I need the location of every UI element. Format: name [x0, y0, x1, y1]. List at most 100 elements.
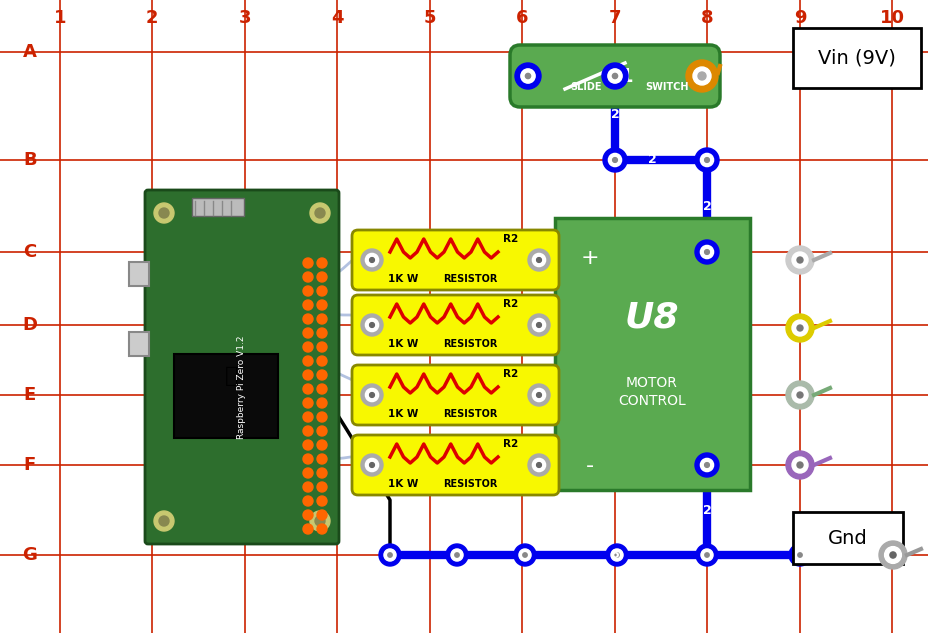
- Text: Raspberry Pi Zero V1.2: Raspberry Pi Zero V1.2: [238, 335, 246, 439]
- Circle shape: [303, 314, 313, 324]
- Text: 3: 3: [238, 9, 251, 27]
- Circle shape: [527, 384, 549, 406]
- Circle shape: [303, 258, 313, 268]
- Circle shape: [792, 457, 807, 473]
- Circle shape: [361, 454, 382, 476]
- Circle shape: [788, 544, 810, 566]
- Circle shape: [536, 323, 541, 327]
- Circle shape: [316, 496, 327, 506]
- Circle shape: [536, 392, 541, 398]
- Circle shape: [303, 482, 313, 492]
- Circle shape: [303, 412, 313, 422]
- Circle shape: [608, 153, 621, 166]
- Text: 5: 5: [423, 9, 436, 27]
- Circle shape: [316, 510, 327, 520]
- Circle shape: [316, 258, 327, 268]
- Circle shape: [685, 60, 717, 92]
- Circle shape: [316, 398, 327, 408]
- Circle shape: [514, 63, 540, 89]
- Circle shape: [605, 544, 627, 566]
- Circle shape: [361, 314, 382, 336]
- Text: S1: S1: [606, 66, 633, 85]
- Circle shape: [303, 286, 313, 296]
- Circle shape: [303, 384, 313, 394]
- Circle shape: [532, 253, 545, 266]
- Circle shape: [316, 454, 327, 464]
- Text: 1K W: 1K W: [388, 274, 418, 284]
- Text: MOTOR: MOTOR: [625, 376, 677, 390]
- Text: R2: R2: [502, 299, 518, 309]
- Circle shape: [316, 384, 327, 394]
- Circle shape: [878, 541, 906, 569]
- Circle shape: [303, 328, 313, 338]
- Circle shape: [369, 258, 374, 263]
- Circle shape: [316, 286, 327, 296]
- Circle shape: [303, 370, 313, 380]
- FancyBboxPatch shape: [352, 365, 559, 425]
- Text: R2: R2: [502, 369, 518, 379]
- Circle shape: [797, 553, 802, 557]
- Text: 8: 8: [700, 9, 713, 27]
- Text: 7: 7: [608, 9, 621, 27]
- Circle shape: [796, 462, 802, 468]
- Circle shape: [310, 203, 329, 223]
- Text: 2: 2: [146, 9, 158, 27]
- Circle shape: [527, 454, 549, 476]
- Circle shape: [303, 468, 313, 478]
- FancyBboxPatch shape: [129, 262, 148, 286]
- Text: A: A: [23, 43, 37, 61]
- Circle shape: [793, 549, 806, 561]
- Circle shape: [601, 63, 627, 89]
- Circle shape: [611, 549, 623, 561]
- Circle shape: [614, 553, 619, 557]
- Circle shape: [703, 463, 709, 467]
- Text: 10: 10: [879, 9, 904, 27]
- Circle shape: [700, 246, 713, 259]
- Text: 4: 4: [330, 9, 342, 27]
- Circle shape: [532, 389, 545, 401]
- FancyBboxPatch shape: [352, 230, 559, 290]
- Circle shape: [796, 325, 802, 331]
- Circle shape: [316, 524, 327, 534]
- Circle shape: [694, 148, 718, 172]
- Text: 2: 2: [610, 108, 619, 122]
- Circle shape: [700, 458, 713, 472]
- Circle shape: [361, 384, 382, 406]
- Circle shape: [792, 320, 807, 336]
- Text: 1: 1: [54, 9, 66, 27]
- Circle shape: [455, 553, 458, 557]
- Text: D: D: [22, 316, 37, 334]
- Circle shape: [303, 426, 313, 436]
- Circle shape: [792, 252, 807, 268]
- Circle shape: [316, 468, 327, 478]
- Circle shape: [704, 553, 708, 557]
- Text: E: E: [24, 386, 36, 404]
- Text: +: +: [580, 248, 599, 268]
- Text: 2: 2: [702, 503, 711, 517]
- Circle shape: [365, 389, 379, 401]
- Circle shape: [369, 463, 374, 467]
- Text: F: F: [24, 456, 36, 474]
- Circle shape: [383, 549, 395, 561]
- Circle shape: [785, 381, 813, 409]
- Circle shape: [607, 69, 622, 83]
- Text: RESISTOR: RESISTOR: [443, 339, 496, 349]
- Text: B: B: [23, 151, 37, 169]
- Text: RESISTOR: RESISTOR: [443, 409, 496, 419]
- Circle shape: [154, 511, 174, 531]
- Circle shape: [379, 544, 401, 566]
- Circle shape: [889, 552, 896, 558]
- Circle shape: [692, 67, 710, 85]
- FancyBboxPatch shape: [509, 45, 719, 107]
- Circle shape: [310, 511, 329, 531]
- Circle shape: [700, 153, 713, 166]
- Circle shape: [316, 370, 327, 380]
- Circle shape: [532, 458, 545, 472]
- FancyBboxPatch shape: [352, 295, 559, 355]
- Circle shape: [316, 342, 327, 352]
- Text: -: -: [586, 456, 593, 476]
- Circle shape: [303, 300, 313, 310]
- Circle shape: [316, 300, 327, 310]
- Text: C: C: [23, 243, 36, 261]
- Circle shape: [361, 249, 382, 271]
